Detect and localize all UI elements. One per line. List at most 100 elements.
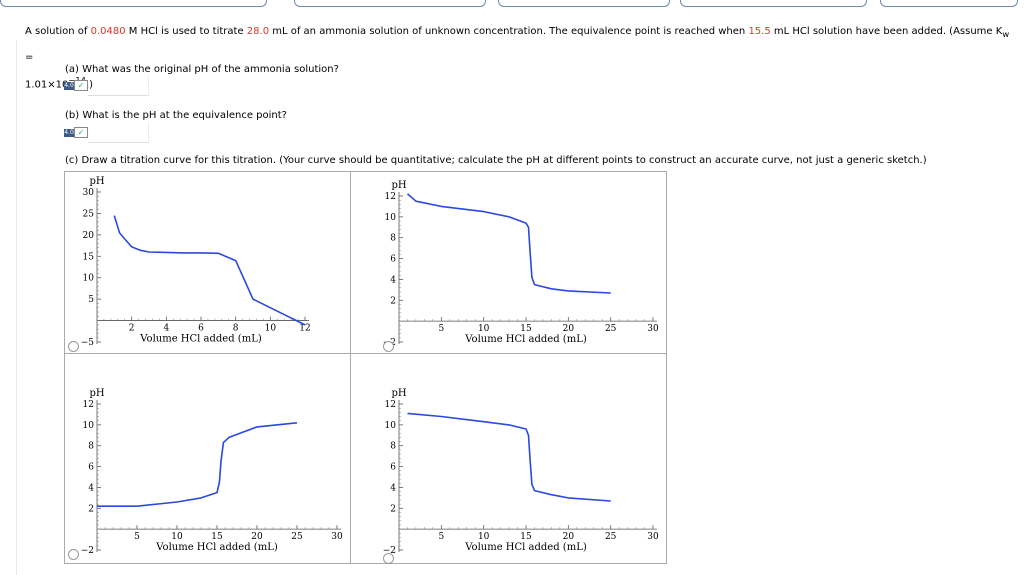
check-icon: ✓ [74,127,88,138]
graph-option-1-radio[interactable] [68,341,79,352]
y-tick-label: 8 [390,234,396,244]
y-tick-label: 4 [390,275,396,285]
y-tick-label: 6 [390,255,396,265]
question-text-part: = [25,52,34,63]
acid-concentration: 0.0480 [90,26,126,37]
top-frame-seg [680,0,867,7]
graph-choice-grid [64,171,667,564]
y-tick-label: 15 [83,252,95,262]
part-a-label: (a) What was the original pH of the ammo… [65,64,339,75]
x-axis-label: Volume HCl added (mL) [464,334,587,345]
y-tick-label: 10 [385,421,397,431]
question-text-part: mL HCl solution have been added. (Assume… [770,26,1003,37]
titration-curve [113,215,306,326]
x-tick-label: 15 [211,532,223,542]
top-frame-seg [0,0,267,7]
x-tick-label: 15 [520,532,532,542]
y-tick-label: 8 [390,442,396,452]
graph-option-1[interactable]: −5 5 10 15 20 25 30 2 4 6 8 10 12 pH Volume HCl added … [65,172,365,367]
x-tick-label: 5 [438,532,444,542]
x-tick-label: 20 [563,532,575,542]
x-tick-label: 15 [520,324,532,334]
part-a-answer-row: 4.0 ✓ [64,75,149,96]
x-tick-label: 12 [299,324,310,334]
x-tick-label: 5 [134,532,140,542]
y-tick-label: 2 [390,296,396,306]
kw-value: 1.01×10 [25,79,69,91]
x-tick-label: 20 [251,532,263,542]
part-c-label: (c) Draw a titration curve for this titr… [65,155,927,166]
y-axis-label: pH [391,180,406,191]
graph-option-3[interactable]: −2 2 4 6 8 10 12 5 10 15 20 25 30 pH Volume HCl added … [65,380,365,575]
y-tick-label: 12 [385,192,396,202]
y-tick-label: 12 [83,400,94,410]
x-tick-label: 10 [478,532,490,542]
titration-curve [97,422,298,507]
y-tick-label: −2 [383,546,396,556]
part-b-answer-input[interactable] [88,122,149,143]
y-axis-label: pH [89,388,104,399]
y-tick-label: 6 [88,463,94,473]
graph-option-4[interactable]: −2 2 4 6 8 10 12 5 10 15 20 25 30 pH Volume HCl added … [351,380,659,575]
y-tick-label: 20 [83,231,95,241]
graph-option-2-radio[interactable] [383,341,394,352]
y-tick-label: 8 [88,442,94,452]
check-icon: ✓ [74,80,88,91]
question-text: A solution of 0.0480 M HCl is used to ti… [25,20,1010,96]
y-tick-label: 10 [83,274,95,284]
y-tick-label: −5 [81,338,95,348]
y-tick-label: 4 [390,483,396,493]
left-rule [16,40,17,575]
x-tick-label: 20 [563,324,575,334]
graph-option-3-radio[interactable] [68,549,79,560]
y-tick-label: 25 [83,209,95,219]
base-volume: 28.0 [246,26,270,37]
part-a-answer-input[interactable] [88,75,149,96]
graph-option-4-radio[interactable] [383,553,394,564]
kw-subscript: w [1002,29,1010,39]
part-b-answer-row: 4.0 ✓ [64,122,149,143]
question-text-part: M HCl is used to titrate [125,26,247,37]
x-tick-label: 30 [647,532,659,542]
x-tick-label: 5 [438,324,444,334]
top-frame-seg [498,0,670,7]
y-tick-label: 10 [83,421,95,431]
y-tick-label: 5 [88,295,94,305]
top-frame-seg [294,0,486,7]
x-tick-label: 30 [331,532,343,542]
y-tick-label: 4 [88,483,94,493]
x-axis-label: Volume HCl added (mL) [464,542,587,553]
y-tick-label: 12 [385,400,396,410]
equivalence-volume: 15.5 [748,26,771,37]
y-axis-label: pH [89,176,104,187]
question-text-part: .) [85,79,94,91]
x-tick-label: 10 [478,324,490,334]
points-badge: 4.0 [64,81,74,90]
y-axis-label: pH [391,388,406,399]
x-tick-label: 6 [198,324,204,334]
grid-divider [350,172,351,563]
top-frame-seg [880,0,1018,7]
chart-1: −5 5 10 15 20 25 30 2 4 6 8 10 12 pH Volume HCl added … [81,176,311,348]
part-b-label: (b) What is the pH at the equivalence po… [65,110,287,121]
chart-3: −2 2 4 6 8 10 12 5 10 15 20 25 30 pH Volume HCl added … [81,388,343,556]
x-tick-label: 25 [605,324,617,334]
question-text-part: mL of an ammonia solution of unknown con… [269,26,749,37]
y-tick-label: 30 [83,188,95,198]
y-tick-label: 6 [390,463,396,473]
y-tick-label: 2 [390,504,396,514]
top-frame [0,0,1024,8]
y-tick-label: 2 [88,504,94,514]
question-text-part: A solution of [25,26,91,37]
x-axis-label: Volume HCl added (mL) [139,334,262,345]
x-tick-label: 8 [233,324,239,334]
x-tick-label: 2 [129,324,135,334]
y-tick-label: −2 [81,546,94,556]
x-tick-label: 25 [291,532,303,542]
titration-curve [407,412,611,502]
x-tick-label: 30 [647,324,659,334]
x-tick-label: 10 [265,324,277,334]
x-tick-label: 4 [163,324,169,334]
